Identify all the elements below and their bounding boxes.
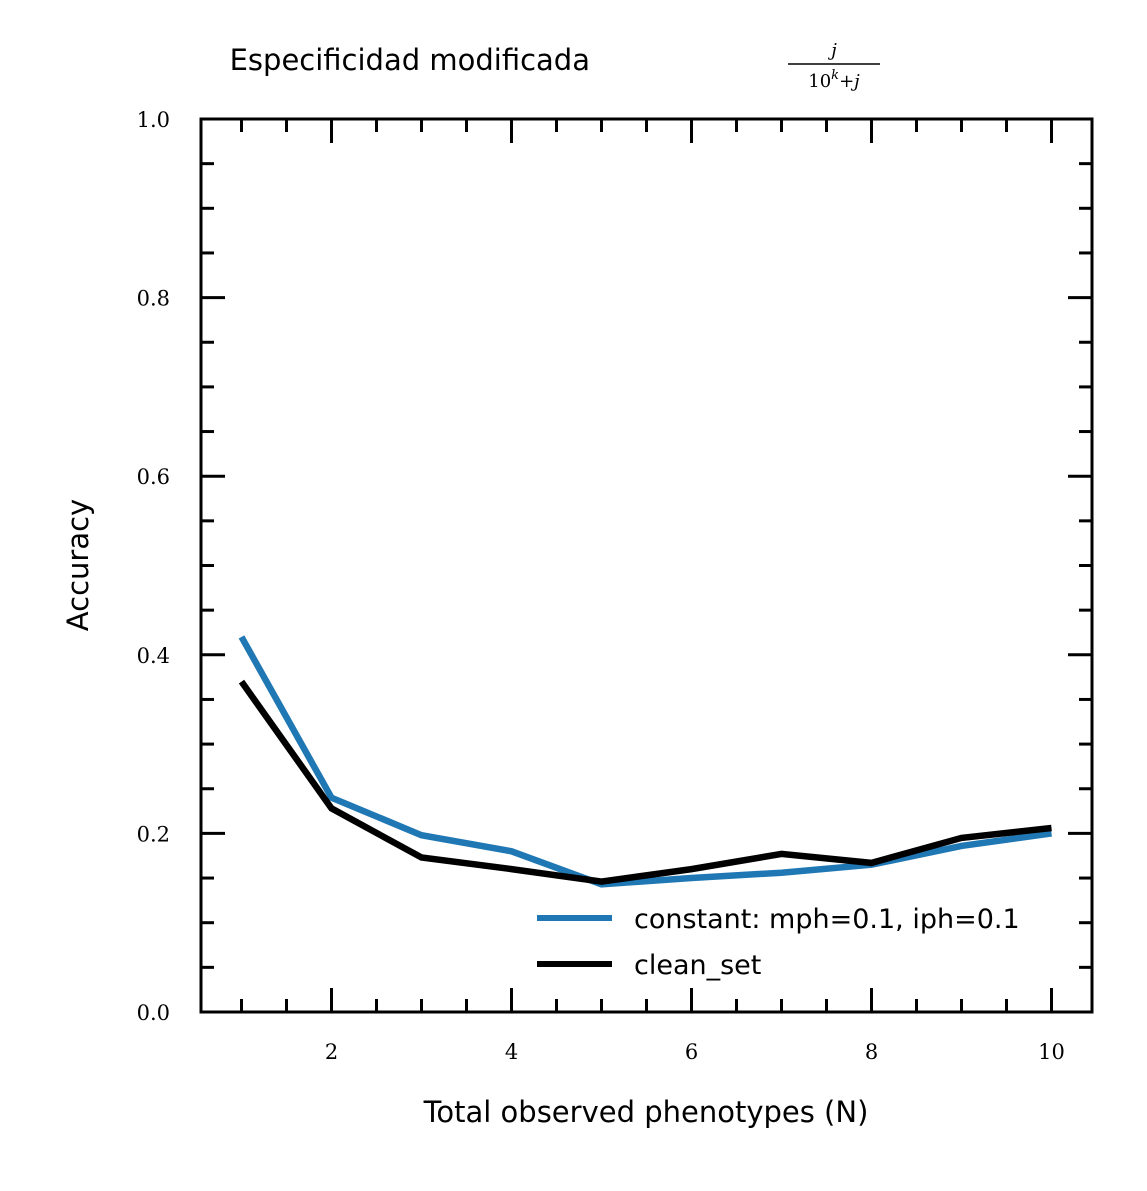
y-tick-label: 0.2 xyxy=(137,822,170,846)
title-formula-numerator: j xyxy=(827,40,837,61)
y-tick-label: 1.0 xyxy=(137,108,170,132)
series-line-1 xyxy=(238,679,1052,885)
y-tick-label: 0.8 xyxy=(137,287,170,311)
chart-title: Especificidad modificada j 10k+j xyxy=(230,40,880,92)
y-tick-label: 0.4 xyxy=(137,644,170,668)
axis-ticks xyxy=(201,117,1092,1014)
title-formula-denominator-base: 10 xyxy=(808,71,831,92)
legend-label-clean-set: clean_set xyxy=(634,950,761,981)
chart-title-text: Especificidad modificada xyxy=(230,43,590,77)
x-tick-label: 4 xyxy=(505,1040,518,1064)
legend-label-constant: constant: mph=0.1, iph=0.1 xyxy=(634,904,1020,935)
title-formula-denominator-rest: +j xyxy=(839,71,860,92)
x-axis-label: Total observed phenotypes (N) xyxy=(423,1095,869,1129)
y-axis-label: Accuracy xyxy=(61,499,95,631)
series-line-0 xyxy=(238,635,1052,888)
plot-frame xyxy=(199,117,1094,1014)
title-formula-denominator-exp: k xyxy=(831,68,839,83)
x-tick-label: 2 xyxy=(325,1040,338,1064)
x-tick-label: 6 xyxy=(685,1040,698,1064)
y-tick-label: 0.0 xyxy=(137,1001,170,1025)
x-tick-label: 10 xyxy=(1038,1040,1065,1064)
y-tick-label: 0.6 xyxy=(137,465,170,489)
series-layer xyxy=(238,635,1052,888)
axis-tick-labels: 2 4 6 8 10 0.0 0.2 0.4 0.6 0.8 1.0 xyxy=(137,108,1065,1064)
title-formula-denominator: 10k+j xyxy=(808,68,860,92)
legend: constant: mph=0.1, iph=0.1 clean_set xyxy=(537,904,1020,981)
x-tick-label: 8 xyxy=(865,1040,878,1064)
